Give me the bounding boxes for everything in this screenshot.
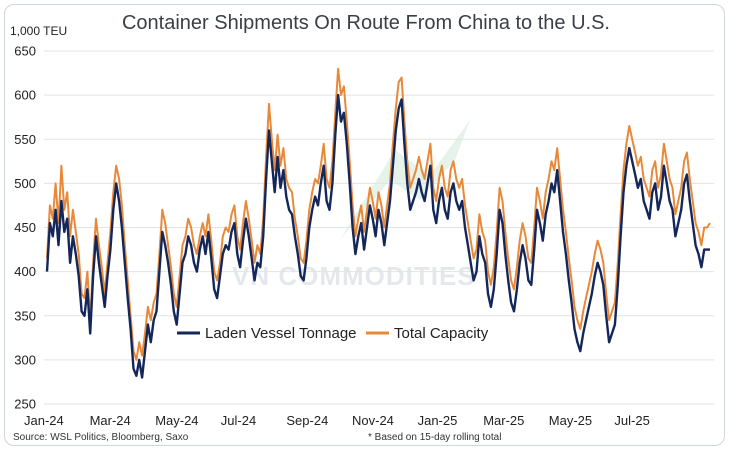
y-tick-label: 450 [14, 220, 36, 235]
y-axis: 250 300 350 400 450 500 550 600 650 [14, 44, 36, 412]
chart-title: Container Shipments On Route From China … [122, 12, 610, 34]
y-unit-label: 1,000 TEU [10, 24, 67, 38]
source-note: Source: WSL Politics, Bloomberg, Saxo [13, 432, 189, 443]
watermark-logo: VN COMMODITIES [232, 120, 476, 291]
legend: Laden Vessel Tonnage Total Capacity [177, 325, 489, 342]
x-tick-label: Sep-24 [286, 413, 328, 428]
y-tick-label: 550 [14, 132, 36, 147]
x-tick-label: Mar-25 [483, 413, 524, 428]
x-axis: Jan-24 Mar-24 May-24 Jul-24 Sep-24 Nov-24 Jan-… [24, 413, 650, 428]
footnote: * Based on 15-day rolling total [368, 432, 501, 443]
x-tick-label: Jan-24 [24, 413, 64, 428]
x-tick-label: May-25 [549, 413, 592, 428]
x-tick-label: Mar-24 [90, 413, 131, 428]
watermark-text: VN COMMODITIES [232, 261, 476, 291]
legend-label-capacity: Total Capacity [394, 325, 489, 342]
y-tick-label: 500 [14, 176, 36, 191]
x-tick-label: Jul-25 [614, 413, 649, 428]
series-lines [45, 67, 711, 379]
x-tick-label: Nov-24 [352, 413, 394, 428]
x-tick-label: May-24 [155, 413, 198, 428]
y-tick-label: 350 [14, 308, 36, 323]
y-tick-label: 650 [14, 44, 36, 59]
y-tick-label: 300 [14, 352, 36, 367]
x-tick-label: Jul-24 [221, 413, 256, 428]
series-line-laden [45, 93, 710, 379]
x-tick-label: Jan-25 [418, 413, 458, 428]
y-tick-label: 400 [14, 264, 36, 279]
y-tick-label: 600 [14, 88, 36, 103]
legend-label-laden: Laden Vessel Tonnage [205, 325, 357, 342]
series-line-capacity [46, 67, 711, 361]
y-tick-label: 250 [14, 397, 36, 412]
